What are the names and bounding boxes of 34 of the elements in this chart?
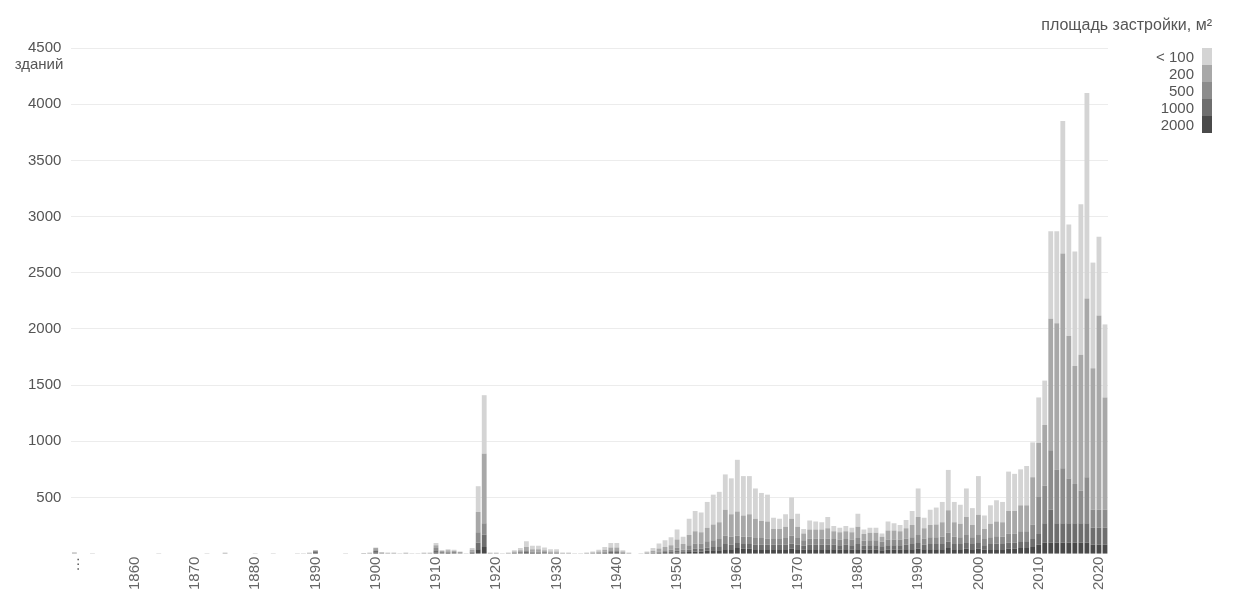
legend-label: < 100 [1156,48,1194,65]
y-tick-label: 500 [36,487,62,505]
x-tick-label: 1900 [365,556,383,591]
legend-label: 1000 [1160,99,1194,116]
x-tick-label: 1990 [908,556,926,591]
legend-label: 200 [1168,65,1194,82]
y-tick-label: 2500 [27,262,62,280]
x-tick-label: 1880 [245,556,263,591]
x-tick-label: 2010 [1028,556,1046,591]
y-tick-label: 4500 [27,38,62,56]
y-tick-label: 3500 [27,150,62,168]
legend-label: 500 [1168,82,1194,99]
y-tick-label: 3000 [27,206,62,224]
x-tick-label: 1930 [546,556,564,591]
legend-label: 2000 [1160,116,1194,133]
x-tick-label: 1940 [606,556,624,591]
y-axis-title: зданий [14,54,64,72]
x-tick-label: 1970 [787,556,805,591]
y-tick-label: 2000 [27,319,62,337]
x-tick-label: 1870 [185,556,203,591]
x-tick-label: 2000 [968,556,986,591]
x-tick-label: 1960 [727,556,745,591]
x-tick-label: … [64,556,82,572]
y-tick-label: 4000 [27,94,62,112]
y-tick-label: 1500 [27,375,62,393]
x-tick-label: 1950 [667,556,685,591]
x-tick-label: 2020 [1089,556,1107,591]
x-tick-label: 1980 [848,556,866,591]
y-tick-label: 1000 [27,431,62,449]
legend-title: площадь застройки, м² [1041,16,1212,34]
x-tick-label: 1860 [124,556,142,591]
x-tick-label: 1890 [305,556,323,591]
x-tick-label: 1920 [486,556,504,591]
x-tick-label: 1910 [426,556,444,591]
